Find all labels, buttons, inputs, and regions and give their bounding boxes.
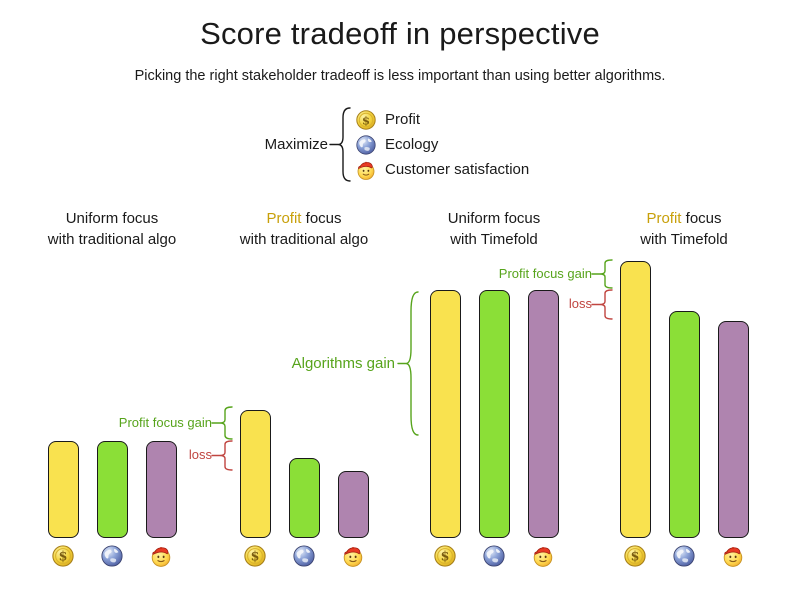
bar-ecology [479,290,510,538]
bar-group: Uniform focus with Timefold $ [430,0,559,600]
group-focus-word: Uniform [447,210,501,227]
group-label-line2: with traditional algo [47,231,177,248]
svg-text:$: $ [362,113,370,127]
legend-item-label: Ecology [385,136,439,153]
group-label: Profit focus with traditional algo [204,208,404,250]
annotation-algorithms-gain: Algorithms gain [291,355,395,372]
bar-customer-satisfaction [528,290,559,538]
svg-text:$: $ [631,549,640,564]
bar-profit [240,410,271,538]
group-label-line2: with Timefold [450,231,538,248]
globe-icon [673,545,695,567]
bar-profit [48,441,79,538]
coin-icon: $ [434,545,456,567]
loss-brace-traditional [211,440,233,476]
annotation-loss-timefold: loss [568,296,592,311]
svg-text:$: $ [441,549,450,564]
globe-icon [101,545,123,567]
legend-item-label: Profit [385,111,421,128]
legend: $ Profit Ecology Customer satisfaction [356,107,529,182]
bar-group: Profit focus with traditional algo $ [240,0,369,600]
group-label: Uniform focus with traditional algo [12,208,212,250]
globe-icon [356,134,376,155]
svg-text:$: $ [59,549,68,564]
loss-brace-timefold [591,289,613,325]
svg-text:$: $ [251,549,260,564]
legend-item-label: Customer satisfaction [385,161,530,178]
bar-customer-satisfaction [718,321,749,538]
legend-item: $ Profit [356,107,529,132]
annotation-profit-focus-gain-timefold: Profit focus gain [498,266,592,281]
legend-item: Ecology [356,132,529,157]
coin-icon: $ [52,545,74,567]
group-label-rest: focus [118,210,159,227]
globe-icon [293,545,315,567]
smiley-icon [356,160,376,180]
coin-icon: $ [244,545,266,567]
algorithms-gain-brace [397,291,419,441]
profit-gain-brace-traditional [211,406,233,445]
bar-profit [430,290,461,538]
bar-profit [620,261,651,538]
profit-gain-brace-timefold [591,259,613,294]
legend-brace [329,107,351,187]
smiley-icon [722,545,744,567]
coin-icon: $ [356,109,376,130]
bar-customer-satisfaction [146,441,177,538]
bar-group: Profit focus with Timefold $ [620,0,749,600]
group-label-line2: with Timefold [640,231,728,248]
bar-ecology [289,458,320,538]
group-label-rest: focus [681,210,722,227]
group-label-rest: focus [500,210,541,227]
bar-group: Uniform focus with traditional algo $ [48,0,177,600]
group-focus-word: Uniform [65,210,119,227]
group-focus-word: Profit [266,210,302,227]
legend-label: Maximize [264,136,328,153]
group-label-line2: with traditional algo [239,231,369,248]
smiley-icon [150,545,172,567]
annotation-loss-traditional: loss [188,447,212,462]
group-label: Uniform focus with Timefold [394,208,594,250]
coin-icon: $ [624,545,646,567]
bar-ecology [97,441,128,538]
smiley-icon [342,545,364,567]
smiley-icon [532,545,554,567]
annotation-profit-focus-gain-traditional: Profit focus gain [118,415,212,430]
chart-subtitle: Picking the right stakeholder tradeoff i… [134,68,666,84]
globe-icon [483,545,505,567]
bar-ecology [669,311,700,538]
group-focus-word: Profit [646,210,682,227]
chart-title: Score tradeoff in perspective [200,16,600,51]
legend-item: Customer satisfaction [356,157,529,182]
group-label-rest: focus [301,210,342,227]
group-label: Profit focus with Timefold [584,208,784,250]
bar-customer-satisfaction [338,471,369,538]
